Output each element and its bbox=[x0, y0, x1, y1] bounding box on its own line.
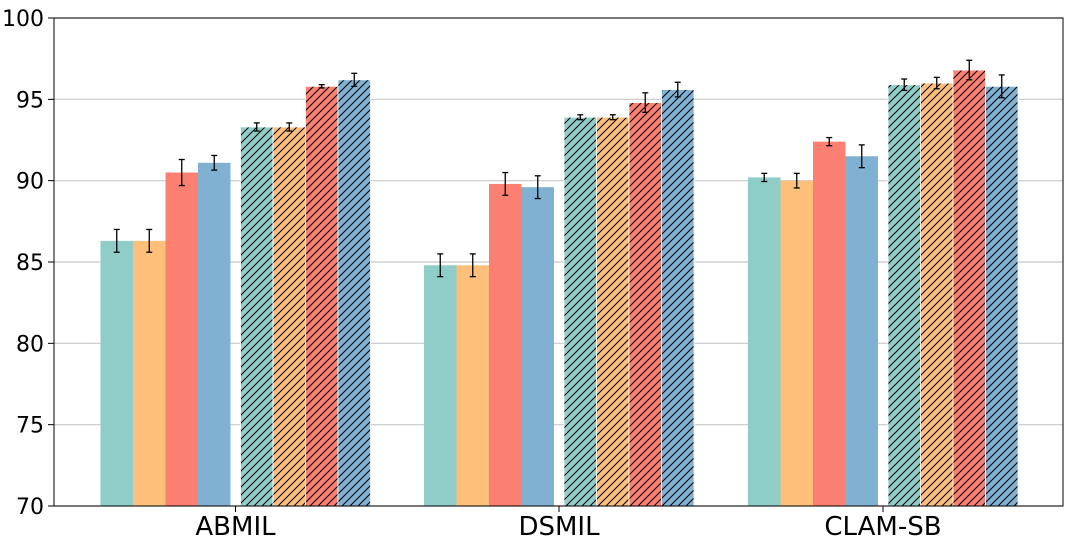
bar bbox=[424, 265, 457, 506]
bar-hatch bbox=[240, 126, 274, 507]
bars bbox=[100, 69, 1019, 507]
y-tick-label: 90 bbox=[16, 170, 44, 195]
bar-hatch bbox=[305, 85, 339, 507]
y-tick-label: 80 bbox=[16, 332, 44, 357]
y-tick-label: 75 bbox=[16, 414, 44, 439]
error-bars bbox=[113, 59, 1005, 278]
bar bbox=[845, 156, 878, 506]
bar bbox=[780, 180, 813, 506]
bar bbox=[198, 162, 231, 507]
bar-hatch bbox=[887, 84, 921, 507]
bar bbox=[133, 240, 166, 506]
bar-hatch bbox=[920, 82, 954, 507]
bar-hatch bbox=[563, 116, 597, 507]
bar-hatch bbox=[985, 85, 1019, 507]
bar bbox=[748, 177, 781, 506]
x-axis: ABMIL DSMIL CLAM-SB bbox=[195, 506, 942, 541]
bar-hatch bbox=[596, 116, 630, 507]
bar bbox=[100, 240, 133, 506]
bar bbox=[165, 172, 198, 507]
y-tick-label: 100 bbox=[2, 7, 44, 32]
bar-hatch bbox=[952, 69, 986, 507]
y-tick-label: 70 bbox=[16, 495, 44, 520]
bar-hatch bbox=[337, 79, 371, 507]
bar bbox=[813, 141, 846, 507]
x-tick-label: CLAM-SB bbox=[824, 512, 941, 541]
x-tick-label: DSMIL bbox=[518, 512, 600, 541]
bar bbox=[521, 187, 554, 506]
bar-hatch bbox=[272, 126, 306, 507]
bar-hatch bbox=[661, 89, 695, 507]
bar bbox=[489, 183, 522, 507]
y-tick-label: 85 bbox=[16, 251, 44, 276]
y-tick-label: 95 bbox=[16, 88, 44, 113]
x-tick-label: ABMIL bbox=[195, 512, 276, 541]
bar-hatch bbox=[628, 102, 662, 507]
y-axis: 70 75 80 85 90 95 100 bbox=[2, 7, 54, 520]
bar bbox=[456, 265, 489, 506]
